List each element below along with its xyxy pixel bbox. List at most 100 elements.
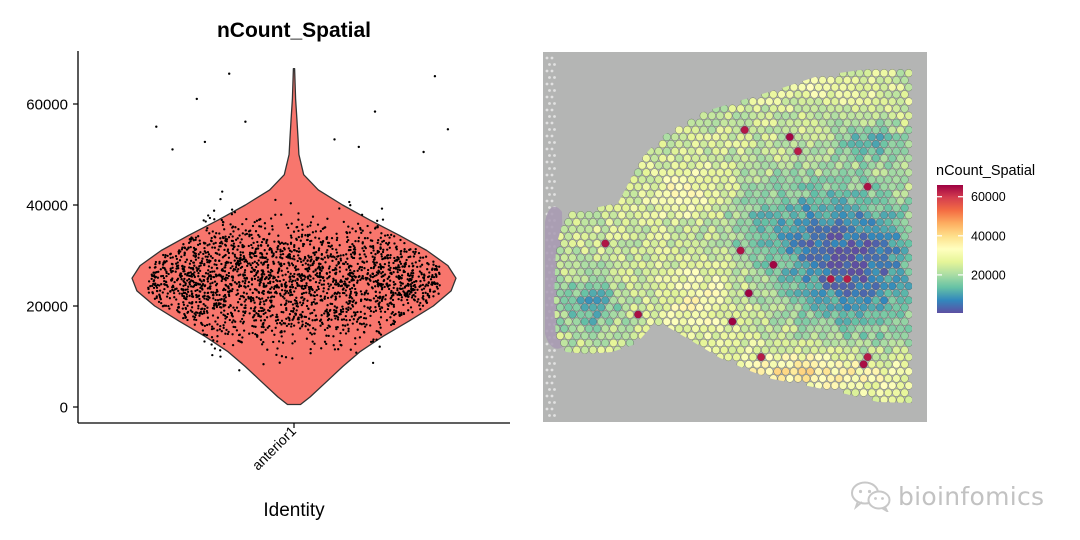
spatial-spot — [687, 274, 696, 284]
spatial-spot — [802, 274, 811, 284]
spatial-spot — [773, 111, 782, 120]
data-point — [279, 253, 282, 256]
data-point — [312, 277, 315, 280]
spatial-spot — [691, 267, 700, 276]
data-point — [363, 237, 367, 240]
spatial-spot — [855, 324, 864, 333]
spatial-spot — [621, 260, 630, 269]
data-point — [151, 284, 154, 288]
data-point — [370, 245, 373, 248]
data-point — [237, 285, 241, 288]
spatial-spot — [699, 324, 708, 333]
spatial-spot — [687, 175, 696, 184]
data-point — [185, 293, 188, 296]
data-point — [169, 256, 172, 260]
spatial-spot — [732, 282, 741, 291]
data-point — [379, 267, 383, 270]
spatial-spot — [638, 161, 647, 170]
fiducial-dot — [550, 368, 554, 372]
spatial-spot — [560, 324, 569, 333]
fiducial-dot — [553, 180, 556, 183]
data-point — [388, 246, 391, 249]
spatial-spot — [847, 338, 856, 347]
spatial-spot — [814, 324, 823, 333]
data-point — [189, 274, 192, 278]
spatial-spot — [892, 260, 901, 269]
data-point — [281, 274, 284, 277]
spatial-spot — [802, 246, 811, 255]
spatial-spot — [744, 232, 753, 241]
spatial-spot — [588, 246, 598, 255]
data-point — [432, 275, 436, 279]
spatial-spot — [785, 345, 794, 355]
data-point — [235, 257, 238, 260]
spatial-spot — [601, 338, 610, 347]
spatial-spot — [601, 324, 610, 333]
spatial-spot — [851, 76, 860, 85]
spatial-spot — [822, 225, 831, 234]
spatial-spot — [863, 211, 872, 220]
spatial-spot — [675, 225, 684, 234]
spatial-spot — [691, 211, 700, 220]
data-point — [309, 331, 312, 335]
spatial-spot — [703, 260, 712, 269]
data-point — [359, 298, 363, 302]
data-point — [301, 223, 304, 226]
spatial-spot — [724, 310, 733, 319]
spatial-spot — [777, 232, 786, 241]
data-point — [265, 316, 269, 319]
spatial-spot — [822, 140, 831, 149]
spatial-spot — [806, 97, 815, 106]
spatial-spot — [584, 296, 593, 305]
data-point — [234, 268, 237, 271]
data-point — [412, 271, 415, 275]
data-point — [284, 356, 288, 359]
spatial-spot — [605, 289, 614, 298]
data-point — [275, 353, 278, 357]
data-point — [198, 290, 201, 293]
spatial-spot — [757, 196, 766, 205]
spatial-spot — [855, 154, 864, 163]
spatial-spot — [806, 267, 815, 276]
spatial-spots — [554, 69, 912, 403]
data-point — [176, 261, 179, 264]
data-point — [379, 246, 382, 249]
data-point — [379, 265, 383, 269]
spatial-spot — [748, 324, 757, 333]
spatial-spot — [597, 218, 606, 227]
data-point — [309, 240, 312, 243]
data-point — [223, 270, 227, 273]
data-point — [290, 309, 293, 313]
spatial-spot — [720, 289, 729, 298]
data-point — [301, 310, 304, 314]
spatial-spot — [777, 147, 786, 156]
spatial-spot — [880, 395, 889, 403]
outlier-point — [357, 145, 360, 149]
spatial-spot — [736, 118, 745, 127]
spatial-spot — [830, 381, 839, 390]
spatial-spot — [625, 267, 634, 276]
spatial-spot — [695, 303, 704, 312]
spatial-spot — [769, 203, 778, 213]
data-point — [214, 291, 217, 294]
fiducial-dot — [545, 368, 549, 372]
spatial-spot — [556, 331, 565, 340]
spatial-spot — [802, 303, 811, 312]
spatial-spot — [634, 324, 643, 333]
spatial-spot — [867, 289, 876, 298]
spatial-spot — [703, 303, 712, 312]
fiducial-dot — [550, 108, 554, 112]
data-point — [308, 233, 311, 236]
data-point — [409, 306, 413, 309]
data-point — [297, 247, 301, 250]
data-point — [281, 252, 285, 256]
data-point — [428, 275, 431, 278]
data-point — [289, 300, 293, 304]
spatial-spot — [650, 282, 659, 291]
data-point — [345, 301, 348, 304]
data-point — [253, 274, 256, 278]
data-point — [277, 340, 281, 343]
data-point — [252, 299, 255, 302]
spatial-spot — [867, 345, 876, 355]
data-point — [176, 309, 179, 312]
